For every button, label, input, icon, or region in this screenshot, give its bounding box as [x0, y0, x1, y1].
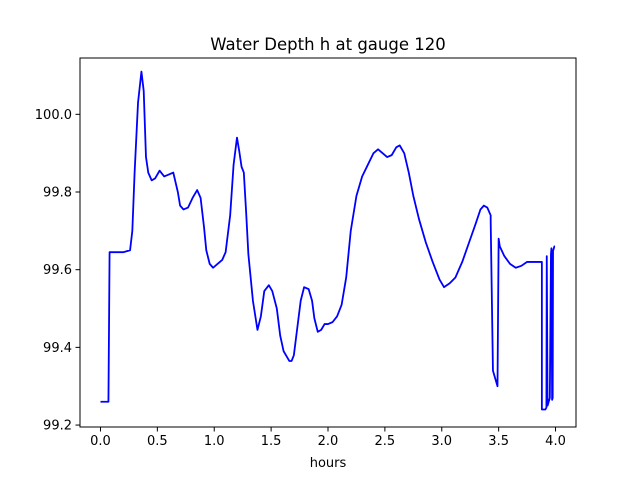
axes: 0.0 0.5 1.0 1.5 2.0 2.5 3.0 3.5 4.0 99.2 99.4 99.6 9… — [35, 57, 577, 449]
x-tick-label: 4.0 — [545, 434, 566, 449]
y-tick-label: 99.2 — [43, 419, 72, 434]
x-tick-label: 1.5 — [261, 434, 282, 449]
x-tick-label: 0.0 — [90, 434, 111, 449]
y-tick-label: 99.6 — [43, 263, 72, 278]
y-tick-label: 100.0 — [35, 108, 72, 123]
x-tick-label: 1.0 — [204, 434, 225, 449]
x-tick-label: 2.0 — [318, 434, 339, 449]
series-line-0 — [100, 70, 556, 411]
y-tick-label: 99.4 — [43, 341, 72, 356]
x-axis-label: hours — [310, 456, 347, 471]
plot-area — [100, 70, 556, 411]
chart-title: Water Depth h at gauge 120 — [210, 35, 445, 54]
x-tick-label: 2.5 — [375, 434, 396, 449]
y-tick-label: 99.8 — [43, 186, 72, 201]
x-tick-label: 3.5 — [488, 434, 509, 449]
x-tick-label: 0.5 — [147, 434, 168, 449]
x-tick-label: 3.0 — [431, 434, 452, 449]
